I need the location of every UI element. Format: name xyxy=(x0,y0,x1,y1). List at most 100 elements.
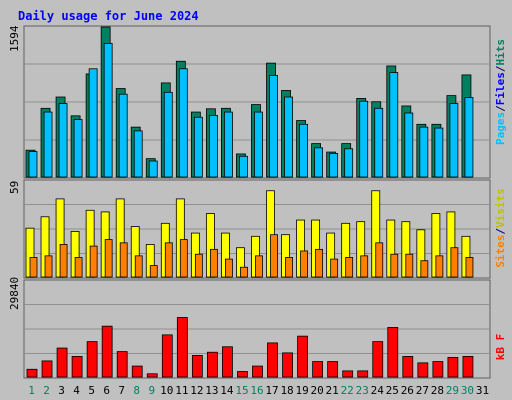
kbytes-bar xyxy=(282,352,293,378)
sites-bar xyxy=(240,266,248,278)
day-label: 14 xyxy=(220,384,234,397)
day-label: 1 xyxy=(28,384,35,397)
kbytes-bar xyxy=(206,351,218,378)
hits-max-label: 1594 xyxy=(8,25,21,52)
files-bar xyxy=(133,130,143,178)
kbytes-bar xyxy=(342,370,354,378)
kbytes-bar xyxy=(327,361,339,378)
sites-bar xyxy=(315,248,324,278)
day-label: 3 xyxy=(58,384,65,397)
sites-bar xyxy=(225,258,233,278)
files-bar xyxy=(434,127,444,178)
kbytes-bar xyxy=(462,356,474,378)
day-label: 17 xyxy=(265,384,278,397)
kbytes-bar xyxy=(402,356,414,378)
day-label: 15 xyxy=(235,384,248,397)
sites-bar xyxy=(375,242,384,278)
day-label: 24 xyxy=(371,384,385,397)
files-bar xyxy=(58,103,68,178)
sites-bar xyxy=(435,255,444,278)
day-label: 11 xyxy=(175,384,188,397)
day-label: 22 xyxy=(341,384,354,397)
sites-bar xyxy=(29,257,38,278)
kbytes-bar xyxy=(387,327,399,378)
day-label: 21 xyxy=(326,384,339,397)
sites-bar xyxy=(300,250,308,278)
y-legend-part: Sites xyxy=(494,235,507,268)
files-bar xyxy=(254,111,263,178)
hits-files-panel xyxy=(23,25,491,179)
sites-bar xyxy=(44,255,53,278)
files-bar xyxy=(419,126,429,178)
files-bar xyxy=(103,42,113,178)
sites-bar xyxy=(209,248,218,278)
kbytes-bar xyxy=(312,361,324,378)
kbytes-bar xyxy=(41,360,53,378)
sites-bar xyxy=(450,247,459,278)
sites-bar xyxy=(134,255,143,278)
y-legend: kB F xyxy=(494,334,507,361)
sites-bar xyxy=(59,244,68,278)
day-label: 8 xyxy=(133,384,140,397)
sites-bar xyxy=(420,260,429,278)
files-bar xyxy=(404,112,414,178)
kbytes-bar xyxy=(161,334,173,378)
files-bar xyxy=(73,119,83,178)
files-bar xyxy=(389,72,399,178)
files-bar xyxy=(163,91,173,178)
sites-bar xyxy=(255,255,263,278)
files-bar xyxy=(43,111,53,178)
kbytes-bar xyxy=(252,365,263,378)
day-label: 2 xyxy=(43,384,50,397)
kbytes-bar xyxy=(237,371,248,378)
day-axis-labels: 1 2 3 4 5 6 7 8 9 10 11 12 13 14 15 16 17 18 19 20 21 22 23 24 2… xyxy=(28,384,489,397)
sites-bar xyxy=(360,255,369,278)
files-bar xyxy=(28,151,38,178)
files-bar xyxy=(208,114,218,178)
day-label: 16 xyxy=(250,384,263,397)
day-label: 30 xyxy=(461,384,474,397)
files-bar xyxy=(148,160,158,178)
visits-max-label: 59 xyxy=(8,181,21,194)
files-bar xyxy=(269,74,278,178)
kbytes-bar xyxy=(56,347,68,378)
day-label: 29 xyxy=(446,384,459,397)
kbytes-bar xyxy=(191,355,203,378)
y-axis-legends: Pages/Files/Hits Sites/Visits kB F xyxy=(494,39,507,360)
day-label: 6 xyxy=(103,384,110,397)
day-label: 27 xyxy=(416,384,429,397)
y-legend: Sites/Visits xyxy=(494,188,507,268)
day-label: 10 xyxy=(160,384,173,397)
kbytes-bar xyxy=(101,325,113,378)
y-legend-part: Visits xyxy=(494,188,507,228)
sites-bar xyxy=(330,258,339,278)
files-bar xyxy=(344,148,354,178)
day-label: 9 xyxy=(148,384,155,397)
files-bar xyxy=(314,147,324,178)
kbytes-bar xyxy=(222,346,233,378)
y-legend-part: Pages xyxy=(494,112,507,145)
sites-bar xyxy=(119,242,128,278)
day-label: 7 xyxy=(118,384,125,397)
kbytes-bar xyxy=(176,317,188,378)
kbytes-bar xyxy=(71,356,83,378)
y-legend-part: / xyxy=(494,228,507,235)
day-label: 20 xyxy=(311,384,324,397)
day-label: 5 xyxy=(88,384,95,397)
files-bar xyxy=(329,153,339,178)
kbytes-bar xyxy=(26,368,38,378)
y-legend-part: Hits xyxy=(494,39,507,66)
y-legend: Pages/Files/Hits xyxy=(494,39,507,145)
sites-bar xyxy=(285,257,293,278)
kbytes-bar xyxy=(116,351,128,378)
sites-bar xyxy=(405,253,414,278)
files-bar xyxy=(449,103,459,178)
files-bar xyxy=(178,68,188,178)
day-label: 13 xyxy=(205,384,218,397)
day-label: 18 xyxy=(280,384,293,397)
kbytes-panel xyxy=(23,279,491,379)
kbytes-bar xyxy=(447,356,459,378)
kbytes-bar xyxy=(297,335,308,378)
files-bar xyxy=(284,96,293,178)
